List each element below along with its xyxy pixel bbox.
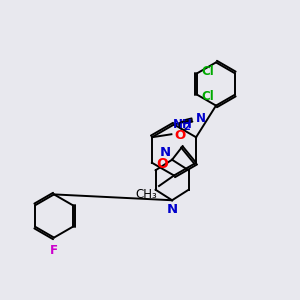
Text: N: N: [160, 146, 171, 159]
Text: O: O: [156, 157, 168, 171]
Text: CH₃: CH₃: [136, 188, 158, 200]
Text: Cl: Cl: [201, 90, 214, 103]
Text: NH: NH: [173, 118, 193, 131]
Text: C: C: [177, 120, 186, 133]
Text: F: F: [50, 244, 58, 256]
Text: N: N: [196, 112, 206, 125]
Text: O: O: [175, 129, 186, 142]
Text: Cl: Cl: [201, 65, 214, 78]
Text: N: N: [167, 203, 178, 216]
Text: 2: 2: [183, 122, 190, 133]
